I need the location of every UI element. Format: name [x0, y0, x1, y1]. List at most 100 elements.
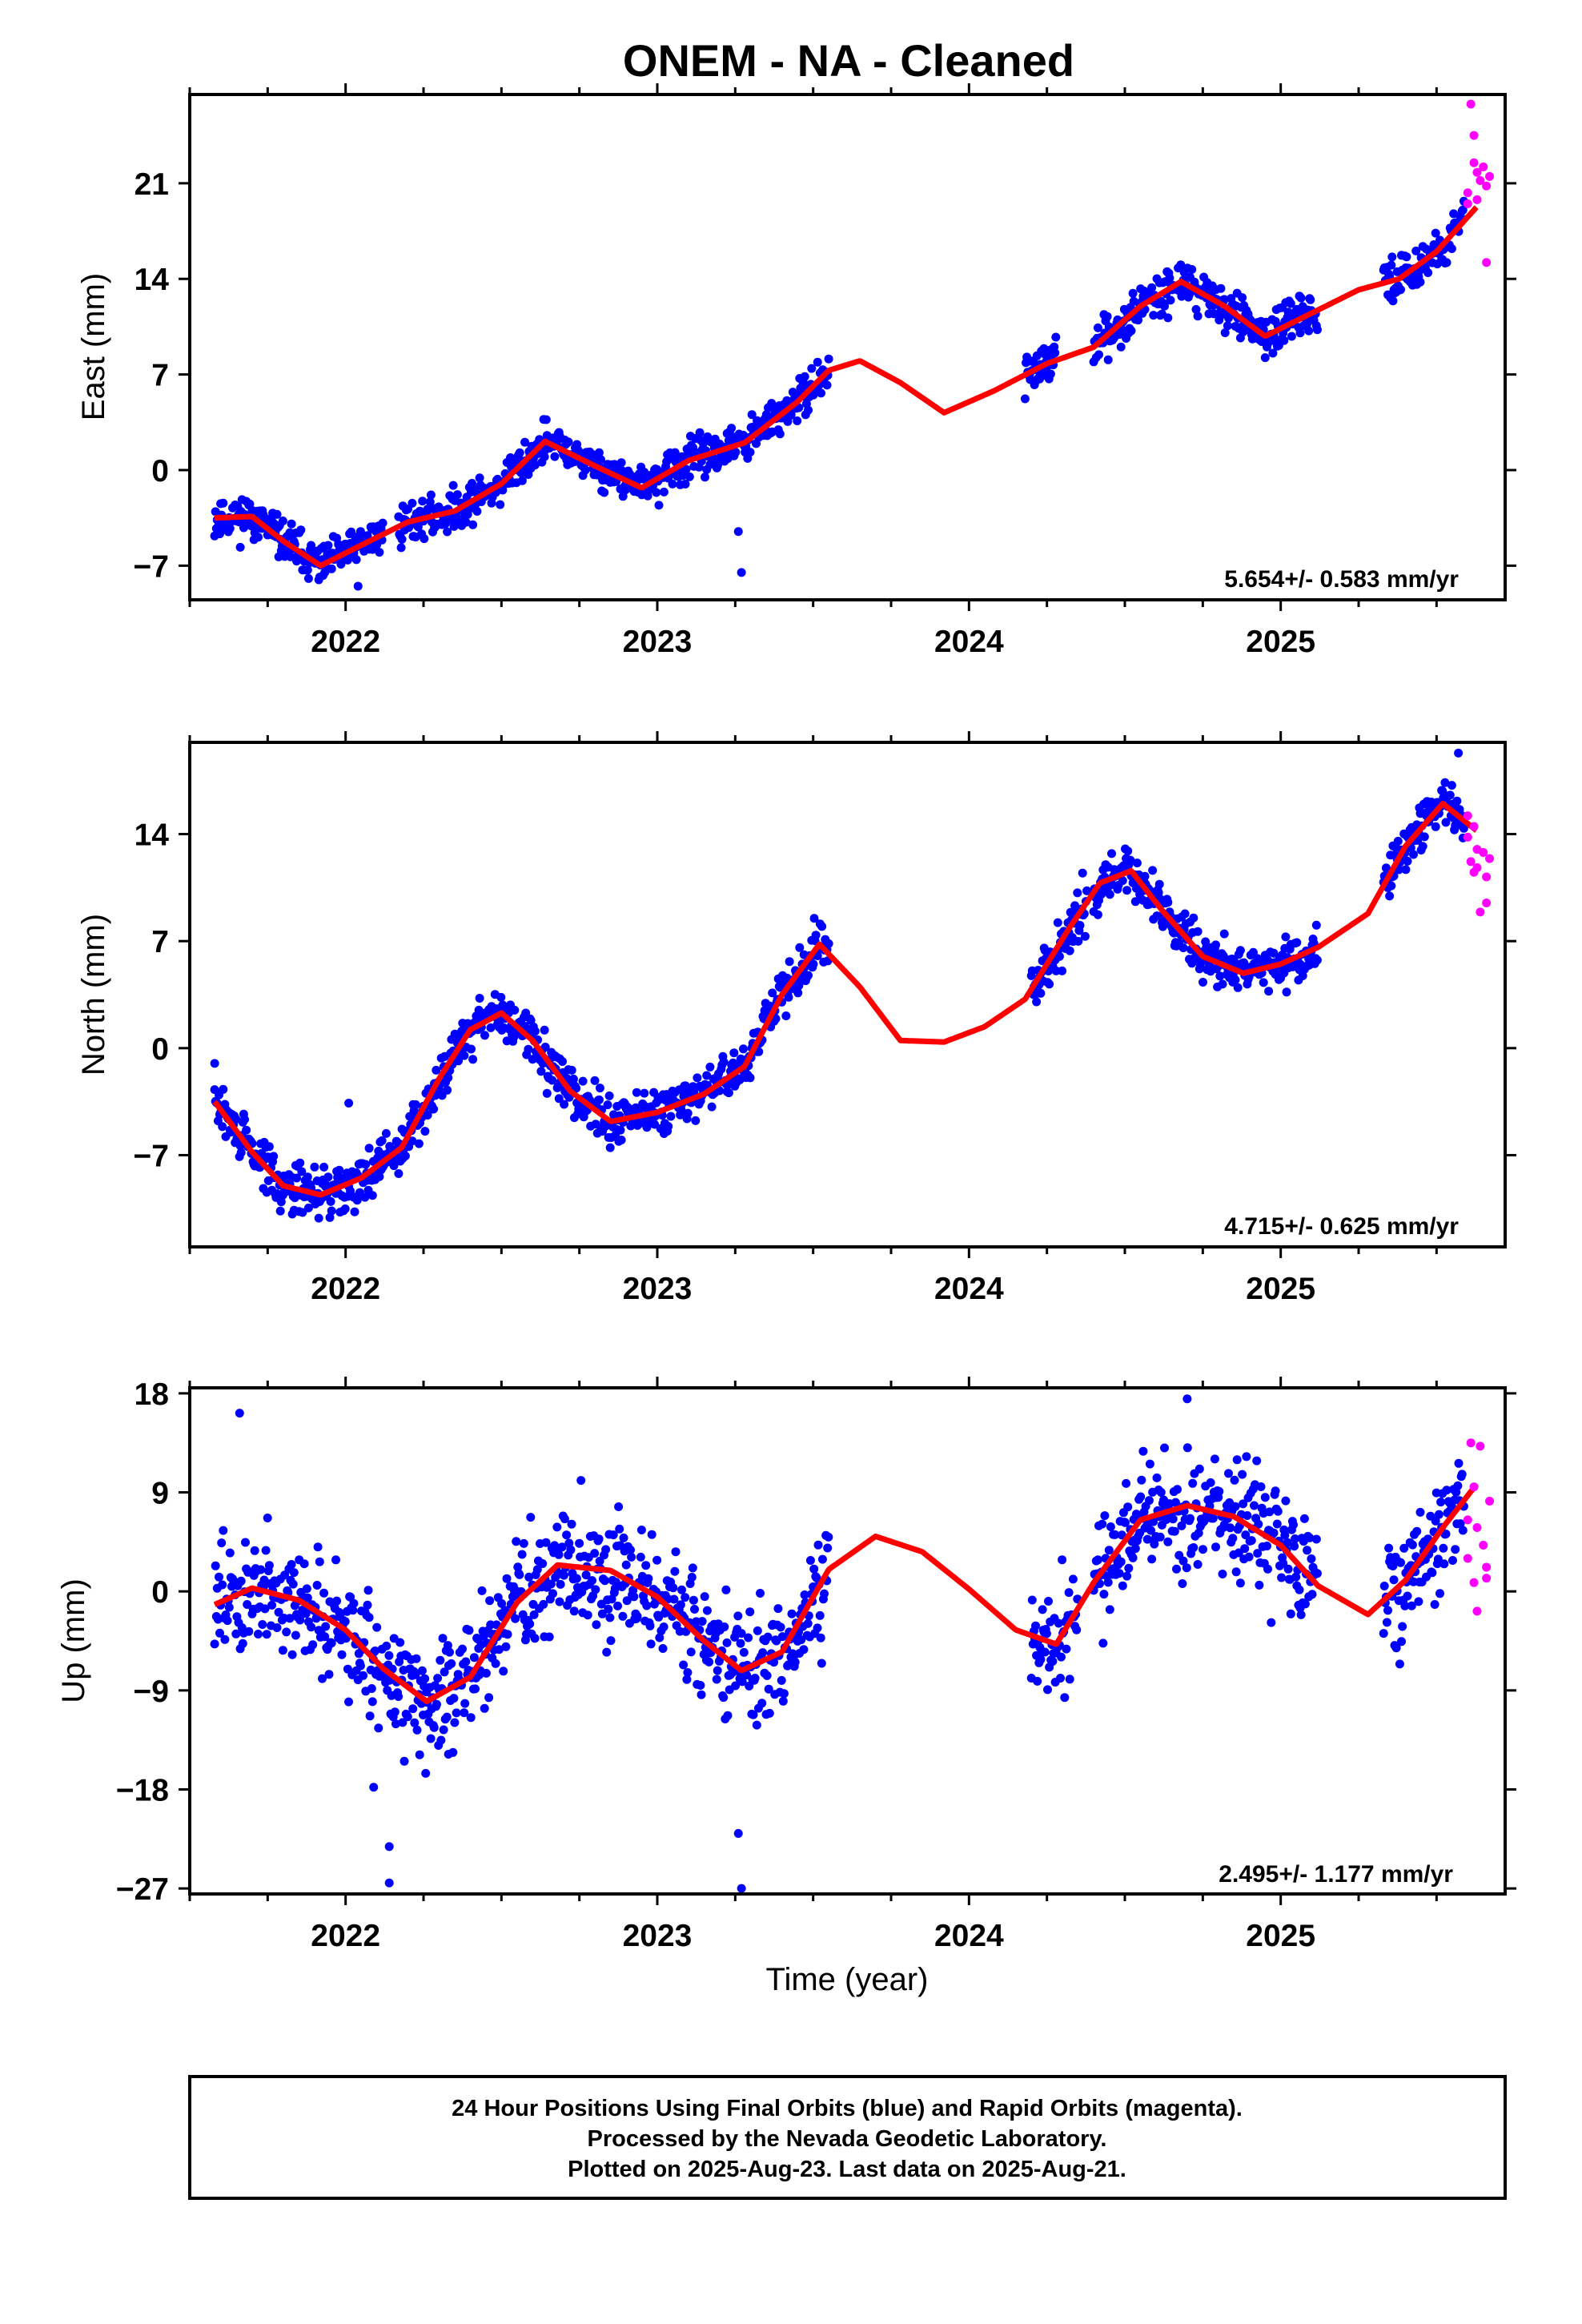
up-final-point	[813, 1623, 822, 1633]
up-final-point	[384, 1651, 394, 1660]
north-final-point	[364, 1144, 374, 1153]
east-final-point	[520, 437, 530, 447]
up-final-point	[1283, 1538, 1292, 1547]
east-final-point	[701, 472, 709, 482]
north-final-point	[1073, 888, 1082, 898]
up-final-point	[1458, 1526, 1468, 1535]
east-final-point	[1046, 369, 1055, 379]
up-final-point	[626, 1545, 635, 1554]
up-final-point	[567, 1519, 576, 1529]
up-final-point	[601, 1545, 611, 1554]
up-final-point	[1312, 1569, 1322, 1578]
north-final-point	[1065, 946, 1074, 955]
up-final-point	[1305, 1533, 1315, 1542]
north-final-point	[1409, 850, 1418, 859]
up-final-point	[1160, 1443, 1169, 1453]
up-outlier-point	[235, 1409, 244, 1418]
up-final-point	[679, 1660, 689, 1670]
up-final-point	[1118, 1581, 1127, 1590]
north-final-point	[1403, 856, 1412, 866]
up-final-point	[1384, 1543, 1394, 1553]
up-final-point	[1379, 1629, 1388, 1638]
up-final-point	[398, 1718, 408, 1727]
up-final-point	[344, 1697, 353, 1707]
up-final-point	[382, 1641, 391, 1651]
up-final-point	[223, 1616, 232, 1626]
up-final-point	[1195, 1464, 1204, 1474]
up-final-point	[800, 1590, 809, 1599]
north-final-point	[784, 992, 793, 1002]
up-final-point	[1399, 1543, 1409, 1553]
north-final-point	[1292, 938, 1302, 947]
up-rapid-point	[1472, 1522, 1482, 1532]
east-rate-label: 5.654+/- 0.583 mm/yr	[1224, 566, 1459, 593]
up-final-point	[713, 1666, 722, 1675]
up-final-point	[282, 1627, 291, 1637]
up-final-point	[439, 1725, 448, 1735]
up-rapid-point	[1482, 1562, 1492, 1572]
north-final-point	[389, 1161, 399, 1171]
east-final-point	[396, 543, 406, 553]
up-rapid-point	[1463, 1554, 1472, 1563]
up-final-point	[319, 1588, 329, 1598]
up-final-point	[1226, 1523, 1235, 1533]
up-final-point	[564, 1538, 574, 1548]
north-final-point	[486, 1023, 496, 1032]
north-final-point	[443, 1085, 452, 1095]
up-final-point	[1383, 1606, 1392, 1615]
up-final-point	[411, 1670, 420, 1679]
north-final-point	[804, 971, 813, 980]
up-final-point	[1121, 1518, 1130, 1527]
up-final-point	[1290, 1542, 1299, 1551]
north-final-point	[707, 1102, 717, 1112]
east-rapid-point	[1463, 188, 1472, 198]
east-y-tick-label: 21	[135, 167, 169, 202]
up-final-point	[546, 1579, 556, 1589]
east-model-curve	[213, 205, 1479, 569]
up-final-point	[658, 1644, 668, 1653]
up-final-point	[809, 1564, 819, 1574]
up-final-point	[512, 1537, 521, 1546]
east-final-point	[1396, 285, 1405, 295]
east-final-point	[225, 524, 235, 533]
up-final-point	[778, 1696, 788, 1706]
east-final-point	[323, 541, 333, 550]
east-final-point	[654, 501, 664, 510]
up-final-point	[636, 1526, 646, 1534]
up-final-point	[1172, 1564, 1181, 1574]
up-final-point	[1100, 1511, 1110, 1521]
up-final-point	[264, 1561, 274, 1570]
up-final-point	[581, 1570, 591, 1580]
east-outlier-point	[353, 581, 363, 591]
up-final-point	[367, 1697, 377, 1707]
north-final-point	[269, 1152, 279, 1161]
chart-title: ONEM - NA - Cleaned	[623, 35, 1074, 86]
up-final-point	[1243, 1511, 1252, 1520]
up-final-point	[1263, 1542, 1271, 1550]
up-final-point	[1433, 1554, 1443, 1564]
up-y-tick-label: −9	[134, 1675, 169, 1709]
east-final-point	[408, 498, 417, 508]
up-final-point	[659, 1622, 669, 1631]
up-rapid-point	[1479, 1540, 1488, 1550]
up-final-point	[1255, 1580, 1264, 1590]
east-final-point	[347, 527, 356, 537]
up-final-point	[1412, 1526, 1422, 1536]
up-final-point	[311, 1614, 321, 1623]
up-final-point	[1193, 1560, 1203, 1569]
east-final-point	[1387, 252, 1397, 262]
north-final-point	[793, 988, 803, 998]
up-final-point	[1116, 1557, 1126, 1566]
north-final-point	[323, 1172, 333, 1182]
up-final-point	[803, 1618, 813, 1628]
east-final-point	[1176, 260, 1186, 270]
north-final-point	[1445, 790, 1455, 800]
north-final-point	[1148, 866, 1158, 875]
north-final-point	[394, 1169, 404, 1178]
north-final-point	[1189, 913, 1199, 923]
east-final-point	[652, 488, 661, 497]
up-final-point	[812, 1573, 821, 1582]
up-final-point	[1389, 1575, 1399, 1585]
east-final-point	[731, 448, 741, 457]
north-y-tick-label: −7	[134, 1139, 169, 1173]
